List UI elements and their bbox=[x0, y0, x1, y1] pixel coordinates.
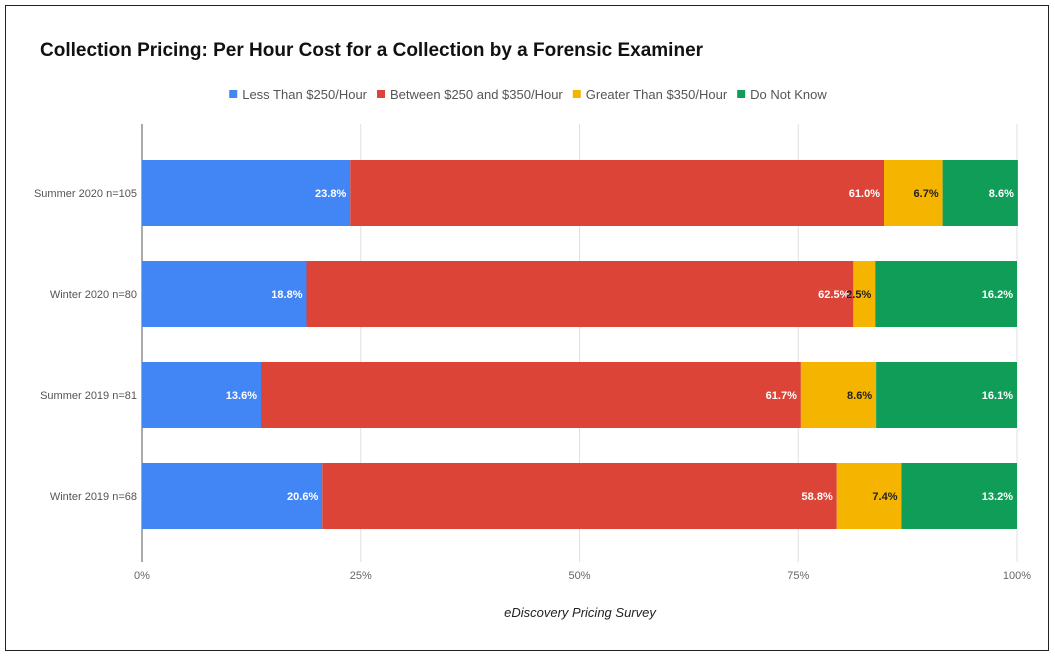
bar-segment bbox=[853, 261, 876, 327]
bar-segment bbox=[261, 362, 801, 428]
category-label: Summer 2019 n=81 bbox=[40, 390, 137, 402]
bar-segment bbox=[142, 463, 323, 529]
bar-segment bbox=[800, 362, 877, 428]
legend-item: Between $250 and $350/Hour bbox=[377, 87, 563, 102]
data-label: 23.8% bbox=[315, 188, 346, 200]
data-label: 20.6% bbox=[287, 491, 318, 503]
legend-label: Do Not Know bbox=[750, 87, 827, 102]
bar-segment bbox=[142, 160, 351, 226]
legend: Less Than $250/Hour Between $250 and $350… bbox=[229, 87, 827, 102]
x-tick-labels: 0% 25% 50% 75% 100% bbox=[134, 570, 1031, 582]
x-axis-label: eDiscovery Pricing Survey bbox=[504, 605, 657, 620]
bar-segment bbox=[142, 261, 307, 327]
bar-segment bbox=[875, 261, 1017, 327]
data-label: 13.2% bbox=[982, 491, 1013, 503]
data-label: 13.6% bbox=[226, 390, 257, 402]
x-tick-label: 50% bbox=[568, 570, 590, 582]
bar-segment bbox=[142, 362, 261, 428]
bar-segment bbox=[322, 463, 837, 529]
bar-segment bbox=[350, 160, 884, 226]
legend-swatch bbox=[737, 90, 746, 98]
data-label: 61.0% bbox=[849, 188, 880, 200]
data-label: 2.5% bbox=[846, 289, 871, 301]
data-label: 18.8% bbox=[271, 289, 302, 301]
data-label: 58.8% bbox=[802, 491, 833, 503]
category-labels: Summer 2020 n=105 Winter 2020 n=80 Summer … bbox=[34, 188, 137, 503]
bar-segment bbox=[942, 160, 1018, 226]
category-label: Winter 2019 n=68 bbox=[50, 491, 137, 503]
x-tick-label: 25% bbox=[350, 570, 372, 582]
legend-label: Less Than $250/Hour bbox=[242, 87, 367, 102]
data-label: 6.7% bbox=[914, 188, 939, 200]
data-label: 7.4% bbox=[872, 491, 897, 503]
data-label: 8.6% bbox=[989, 188, 1014, 200]
category-label: Winter 2020 n=80 bbox=[50, 289, 137, 301]
bar-segment bbox=[306, 261, 854, 327]
data-label: 61.7% bbox=[766, 390, 797, 402]
legend-item: Do Not Know bbox=[737, 87, 827, 102]
bar-segment bbox=[876, 362, 1017, 428]
legend-label: Greater Than $350/Hour bbox=[586, 87, 728, 102]
legend-item: Greater Than $350/Hour bbox=[572, 87, 728, 102]
category-label: Summer 2020 n=105 bbox=[34, 188, 137, 200]
data-label: 16.1% bbox=[982, 390, 1013, 402]
legend-label: Between $250 and $350/Hour bbox=[390, 87, 563, 102]
bar-segment bbox=[836, 463, 902, 529]
data-label: 8.6% bbox=[847, 390, 872, 402]
bar-segment bbox=[901, 463, 1017, 529]
legend-swatch bbox=[377, 90, 386, 98]
x-tick-label: 0% bbox=[134, 570, 150, 582]
data-label: 16.2% bbox=[982, 289, 1013, 301]
chart-frame bbox=[5, 5, 1049, 651]
x-tick-label: 75% bbox=[787, 570, 809, 582]
legend-swatch bbox=[572, 90, 581, 98]
x-tick-label: 100% bbox=[1003, 570, 1031, 582]
bars: 23.8% 61.0% 6.7% 8.6% 18.8% 62.5%2.5% 16.2% 13.… bbox=[142, 160, 1018, 529]
legend-item: Less Than $250/Hour bbox=[229, 87, 368, 102]
bar-segment bbox=[884, 160, 943, 226]
legend-swatch bbox=[229, 90, 238, 98]
data-label: 62.5% bbox=[818, 289, 849, 301]
chart-title: Collection Pricing: Per Hour Cost for a … bbox=[40, 40, 704, 61]
